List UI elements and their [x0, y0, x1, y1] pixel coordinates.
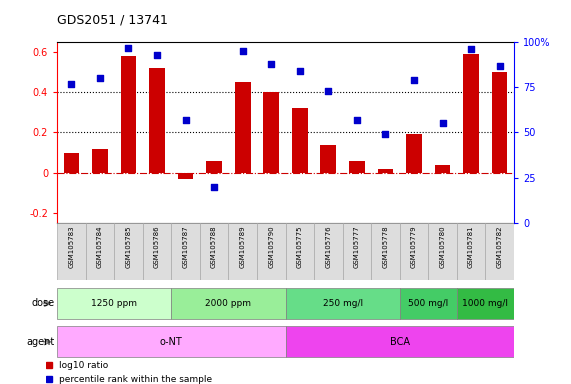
Bar	[406, 134, 422, 172]
Text: GSM105790: GSM105790	[268, 225, 274, 268]
Bar	[320, 144, 336, 172]
FancyBboxPatch shape	[485, 223, 514, 280]
FancyBboxPatch shape	[228, 223, 257, 280]
FancyBboxPatch shape	[286, 223, 314, 280]
Text: GSM105783: GSM105783	[69, 225, 74, 268]
Text: GSM105777: GSM105777	[354, 225, 360, 268]
FancyBboxPatch shape	[86, 223, 114, 280]
Point	[467, 46, 476, 53]
Point	[267, 61, 276, 67]
Bar	[292, 108, 308, 172]
Bar	[206, 161, 222, 172]
Text: GSM105780: GSM105780	[440, 225, 445, 268]
FancyBboxPatch shape	[257, 223, 286, 280]
Point	[124, 45, 133, 51]
FancyBboxPatch shape	[400, 223, 428, 280]
FancyBboxPatch shape	[343, 223, 371, 280]
FancyBboxPatch shape	[171, 288, 286, 319]
FancyBboxPatch shape	[400, 288, 457, 319]
Point	[295, 68, 304, 74]
Bar	[92, 149, 108, 172]
Bar	[377, 169, 393, 172]
Point	[67, 81, 76, 87]
Bar	[492, 72, 508, 172]
Text: 2000 ppm: 2000 ppm	[206, 299, 251, 308]
Text: GSM105784: GSM105784	[97, 225, 103, 268]
Point	[409, 77, 419, 83]
FancyBboxPatch shape	[314, 223, 343, 280]
Bar	[463, 54, 479, 172]
Text: GSM105776: GSM105776	[325, 225, 331, 268]
Text: GSM105782: GSM105782	[497, 225, 502, 268]
Text: GSM105789: GSM105789	[240, 225, 246, 268]
Bar	[63, 152, 79, 172]
Text: percentile rank within the sample: percentile rank within the sample	[59, 374, 212, 384]
Point	[495, 63, 504, 69]
FancyBboxPatch shape	[457, 223, 485, 280]
FancyBboxPatch shape	[57, 326, 286, 357]
Text: BCA: BCA	[389, 337, 410, 347]
Bar	[435, 165, 451, 172]
Text: 1000 mg/l: 1000 mg/l	[463, 299, 508, 308]
FancyBboxPatch shape	[143, 223, 171, 280]
Text: 1250 ppm: 1250 ppm	[91, 299, 137, 308]
FancyBboxPatch shape	[286, 288, 400, 319]
Text: GSM105787: GSM105787	[183, 225, 188, 268]
Text: GSM105788: GSM105788	[211, 225, 217, 268]
FancyBboxPatch shape	[371, 223, 400, 280]
Text: GDS2051 / 13741: GDS2051 / 13741	[57, 14, 168, 27]
Bar	[120, 56, 136, 172]
Point	[438, 121, 447, 127]
Point	[95, 75, 104, 81]
Point	[324, 88, 333, 94]
Text: GSM105778: GSM105778	[383, 225, 388, 268]
Bar	[178, 172, 194, 179]
FancyBboxPatch shape	[286, 326, 514, 357]
Bar	[349, 161, 365, 172]
FancyBboxPatch shape	[200, 223, 228, 280]
Bar	[263, 93, 279, 172]
Text: GSM105785: GSM105785	[126, 225, 131, 268]
Text: GSM105775: GSM105775	[297, 225, 303, 268]
Text: 500 mg/l: 500 mg/l	[408, 299, 448, 308]
Text: dose: dose	[31, 298, 54, 308]
Point	[181, 117, 190, 123]
FancyBboxPatch shape	[457, 288, 514, 319]
Bar	[235, 82, 251, 172]
Point	[152, 52, 162, 58]
FancyBboxPatch shape	[57, 223, 86, 280]
Text: o-NT: o-NT	[160, 337, 183, 347]
Text: agent: agent	[26, 337, 54, 347]
Text: GSM105786: GSM105786	[154, 225, 160, 268]
FancyBboxPatch shape	[428, 223, 457, 280]
Text: GSM105781: GSM105781	[468, 225, 474, 268]
FancyBboxPatch shape	[114, 223, 143, 280]
Point	[381, 131, 390, 137]
Point	[352, 117, 361, 123]
FancyBboxPatch shape	[171, 223, 200, 280]
Text: 250 mg/l: 250 mg/l	[323, 299, 363, 308]
Point	[210, 184, 219, 190]
Text: GSM105779: GSM105779	[411, 225, 417, 268]
Text: log10 ratio: log10 ratio	[59, 361, 108, 370]
Bar	[149, 68, 165, 172]
Point	[238, 48, 247, 55]
FancyBboxPatch shape	[57, 288, 171, 319]
